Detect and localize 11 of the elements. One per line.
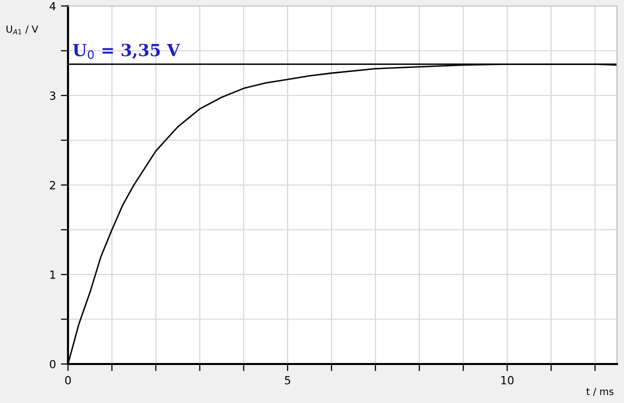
x-axis-title: t / ms xyxy=(586,388,614,396)
x-tick-label: 10 xyxy=(501,376,514,384)
x-tick-label: 0 xyxy=(65,376,71,384)
y-tick-label: 3 xyxy=(50,91,56,100)
x-tick-label: 5 xyxy=(284,376,290,384)
y-tick-label: 0 xyxy=(50,360,56,368)
y-tick-label: 2 xyxy=(50,180,56,190)
ref-line-label: U$_{0}$ = 3,35 V xyxy=(72,44,180,60)
y-axis-title: U$_{A1}$ / V xyxy=(6,26,38,34)
y-tick-label: 4 xyxy=(50,2,56,10)
y-tick-label: 1 xyxy=(50,270,56,279)
